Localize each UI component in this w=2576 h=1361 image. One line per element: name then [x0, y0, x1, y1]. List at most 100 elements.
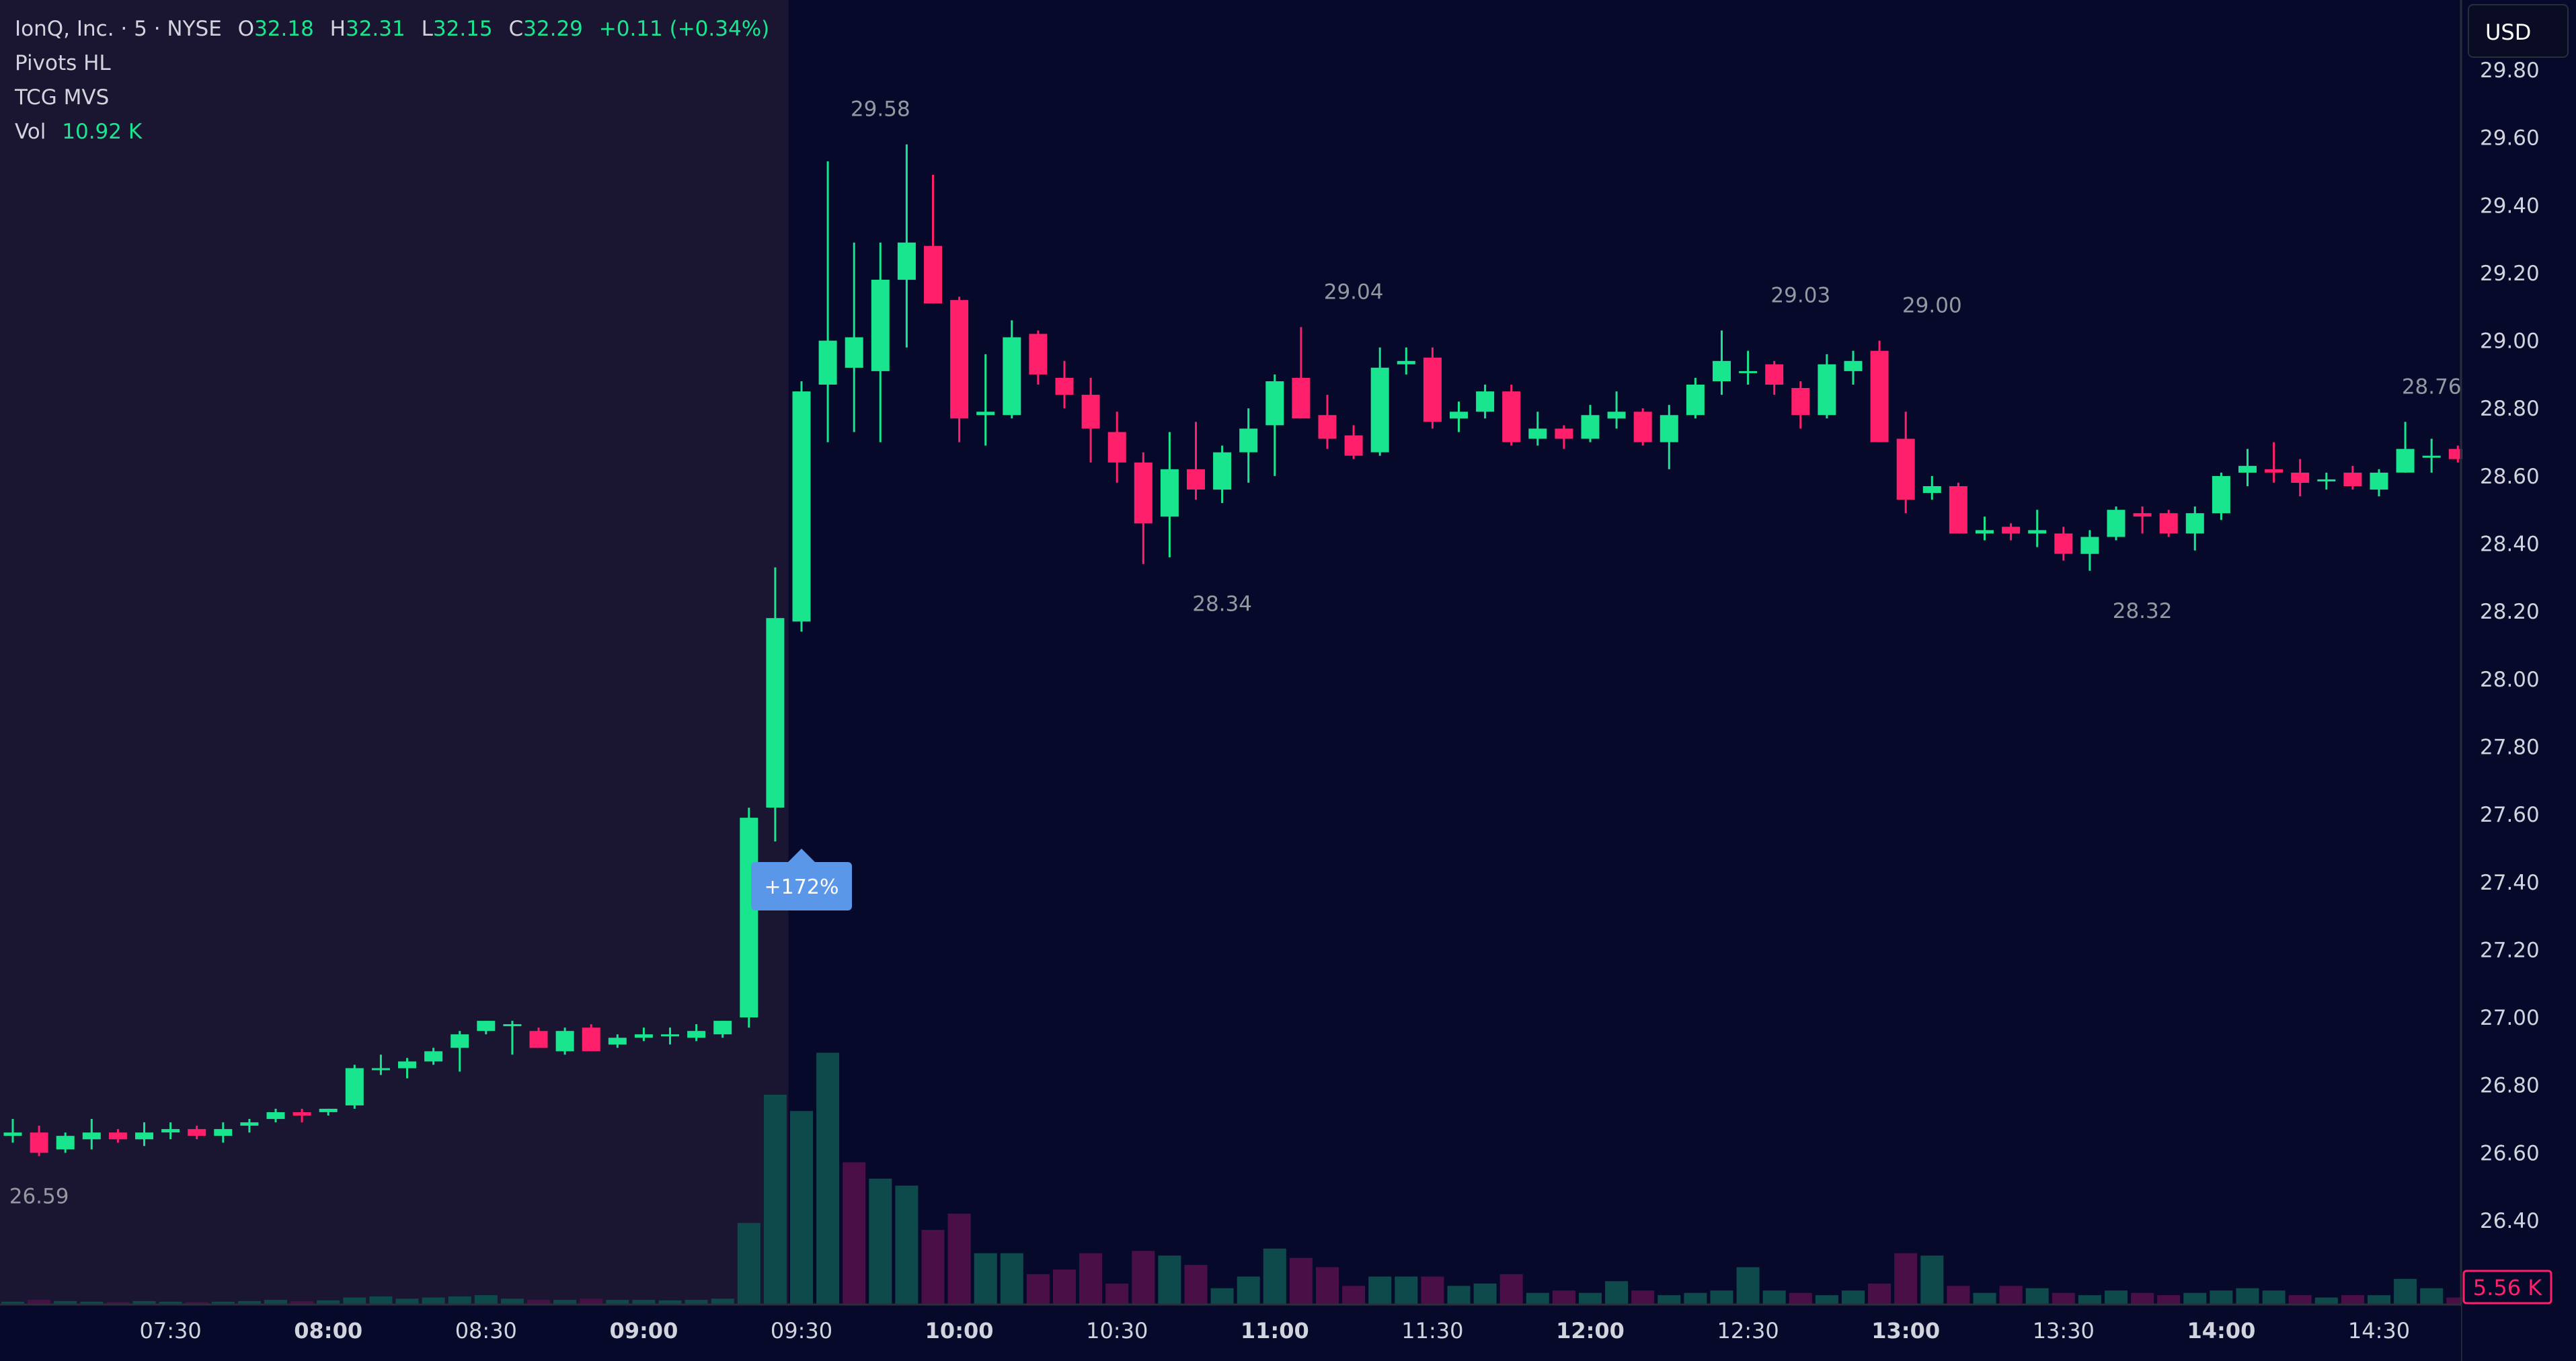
price-axis[interactable]: [2462, 0, 2576, 1361]
volume-bar: [422, 1297, 445, 1305]
candle-body: [240, 1122, 259, 1126]
indicator-volume[interactable]: Vol 10.92 K: [15, 115, 769, 149]
pivot-label: 28.34: [1192, 592, 1252, 617]
pivot-label: 28.32: [2113, 599, 2173, 623]
candle: [582, 1024, 600, 1052]
candle: [2343, 465, 2362, 490]
candle: [2370, 469, 2388, 497]
volume-bar: [474, 1295, 498, 1305]
candle: [555, 1027, 574, 1055]
candle: [1423, 347, 1442, 429]
candle-body: [2002, 527, 2021, 534]
candle: [1318, 395, 1337, 449]
price-tick-label: 26.60: [2480, 1141, 2540, 1165]
candle: [135, 1122, 153, 1146]
candle: [1055, 360, 1074, 409]
volume-bar: [895, 1185, 919, 1305]
candle-body: [845, 337, 863, 368]
time-axis[interactable]: [0, 1306, 2461, 1361]
candle-body: [1055, 377, 1074, 395]
volume-bar: [448, 1296, 471, 1305]
candle-body: [1107, 432, 1126, 463]
volume-bar: [369, 1296, 393, 1305]
volume-bar: [1605, 1281, 1629, 1305]
indicator-tcg-mvs[interactable]: TCG MVS: [15, 85, 110, 110]
volume-bar: [211, 1301, 235, 1305]
time-axis-ticks: 07:30 08:00 08:30 09:00 09:30 10:00 10:30 11:00…: [139, 1318, 2410, 1344]
volume-bar: [80, 1301, 104, 1305]
candle: [319, 1108, 338, 1116]
candle: [2422, 438, 2441, 473]
candle: [2291, 459, 2310, 497]
candle-body: [1713, 360, 1731, 381]
candle-body: [2054, 533, 2073, 554]
candle-body: [135, 1132, 153, 1140]
time-tick-label: 08:30: [455, 1318, 517, 1344]
volume-bar: [658, 1300, 682, 1305]
close-label: C: [508, 17, 524, 41]
volume-bars: [1, 1052, 2470, 1305]
candle-body: [1581, 415, 1600, 439]
candle-body: [2028, 530, 2047, 534]
symbol-title[interactable]: IonQ, Inc. · 5 · NYSE: [15, 17, 222, 41]
volume-bar: [1894, 1253, 1918, 1305]
volume-bar: [580, 1298, 603, 1305]
candle: [687, 1024, 706, 1042]
candle: [1239, 408, 1258, 483]
volume-bar: [290, 1300, 314, 1305]
volume-bar: [527, 1300, 550, 1305]
volume-bar: [1920, 1255, 1944, 1305]
candle: [1922, 475, 1941, 500]
currency-button[interactable]: USD: [2468, 4, 2569, 58]
pivot-labels: 26.59 29.58 28.34 29.04 29.03 29.00 28.32 28.76: [9, 98, 2462, 1209]
candle-body: [1265, 381, 1284, 426]
candle-body: [1423, 357, 1442, 422]
volume-bar: [264, 1300, 287, 1305]
volume-bar: [132, 1300, 156, 1305]
candle-body: [1870, 350, 1889, 442]
candle-body: [1134, 462, 1153, 524]
pivot-label: 29.58: [851, 98, 910, 122]
candle-body: [1318, 415, 1337, 439]
candle-body: [2422, 455, 2441, 458]
candle: [2107, 506, 2125, 541]
candle: [1450, 401, 1468, 432]
volume-bar: [500, 1298, 524, 1305]
candle: [2185, 506, 2204, 551]
volume-bar: [606, 1300, 629, 1305]
price-tick-label: 28.60: [2480, 465, 2540, 489]
candle: [82, 1119, 101, 1150]
candle-body: [1555, 428, 1573, 439]
candle-body: [1976, 530, 1994, 534]
volume-badge-label: 5.56 K: [2473, 1275, 2542, 1300]
volume-bar: [1473, 1283, 1497, 1305]
candle-body: [2291, 472, 2310, 483]
volume-badge-box: [2462, 1270, 2552, 1305]
volume-bar: [1263, 1248, 1286, 1305]
volume-bar: [1631, 1290, 1655, 1305]
candle: [1528, 412, 1547, 446]
volume-bar: [2210, 1290, 2233, 1305]
pivot-label: 28.76: [2402, 375, 2462, 399]
candle: [1660, 405, 1678, 469]
candle: [2265, 442, 2284, 483]
price-tick-label: 26.40: [2480, 1209, 2540, 1233]
candle: [818, 161, 837, 442]
candle: [924, 175, 942, 304]
candle-body: [1502, 391, 1521, 442]
candle-body: [345, 1068, 364, 1105]
candle: [2238, 449, 2257, 486]
symbol-legend-row[interactable]: IonQ, Inc. · 5 · NYSE O32.18 H32.31 L32.…: [15, 12, 769, 46]
volume-bar: [2262, 1290, 2286, 1305]
volume-bar: [685, 1300, 708, 1305]
volume-bar: [1289, 1257, 1313, 1305]
volume-bar: [317, 1300, 340, 1305]
volume-bar: [2078, 1295, 2101, 1305]
candle: [1187, 422, 1205, 500]
indicator-pivots-hl[interactable]: Pivots HL: [15, 51, 111, 75]
volume-bar: [2236, 1288, 2259, 1305]
candle-body: [371, 1068, 390, 1071]
candle-body: [108, 1132, 127, 1140]
price-tick-label: 27.80: [2480, 736, 2540, 760]
